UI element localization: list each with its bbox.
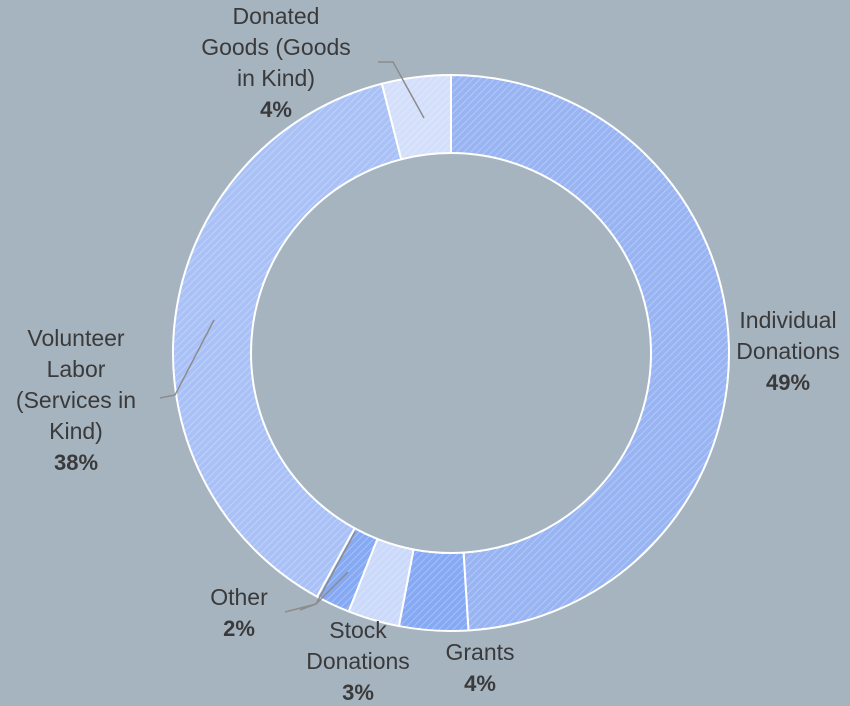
leader-line-volunteer-labor-services-in-kind [159,319,215,399]
slices-group [172,73,730,632]
label-grants: Grants 4% [445,639,514,696]
label-line: Individual [739,307,836,333]
slice-labels: Individual Donations 49% Grants 4% Stock Donat… [16,3,840,705]
label-volunteer-labor-services-in-kind: Volunteer Labor (Services in Kind) 38% [16,325,136,475]
label-line: (Services in [16,387,136,413]
slice-individual-donations [450,73,730,632]
percent-label: 2% [223,616,255,641]
slice-volunteer-labor-services-in-kind [172,82,403,598]
percent-label: 4% [464,671,496,696]
label-line: Volunteer [27,325,125,351]
label-line: Goods (Goods [201,34,351,60]
label-line: Kind) [49,418,103,444]
label-line: Donated [233,3,320,29]
leader-line-donated-goods-goods-in-kind [378,61,425,119]
label-other: Other 2% [210,584,268,641]
percent-label: 3% [342,680,374,705]
label-line: Labor [47,356,106,382]
label-line: Grants [445,639,514,665]
label-line: Donations [306,648,410,674]
label-line: Other [210,584,268,610]
label-stock-donations: Stock Donations 3% [306,617,410,705]
label-line: Donations [736,338,840,364]
label-line: in Kind) [237,65,315,91]
percent-label: 38% [54,450,98,475]
label-line: Stock [329,617,387,643]
label-donated-goods-goods-in-kind: Donated Goods (Goods in Kind) 4% [201,3,351,122]
percent-label: 49% [766,370,810,395]
label-individual-donations: Individual Donations 49% [736,307,840,395]
leader-lines [159,61,425,613]
percent-label: 4% [260,97,292,122]
leader-line-other [284,531,356,613]
